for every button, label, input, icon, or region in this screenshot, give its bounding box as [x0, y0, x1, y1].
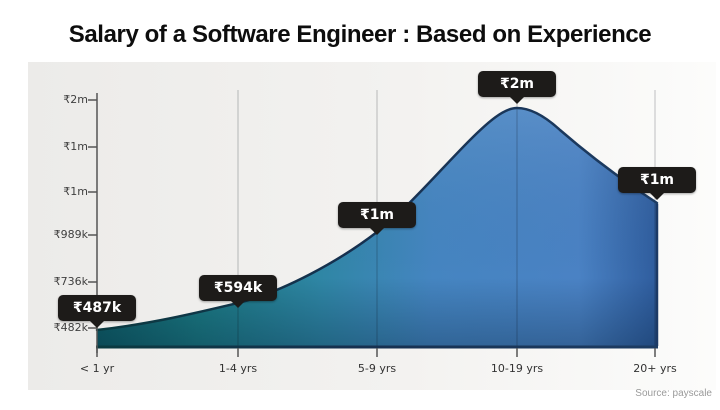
y-tick-label: ₹989k — [53, 228, 88, 241]
value-tooltip: ₹1m — [618, 167, 696, 200]
y-tick-label: ₹482k — [53, 321, 88, 334]
x-tick-label: 20+ yrs — [633, 362, 677, 375]
source-credit: Source: payscale — [635, 388, 712, 399]
y-tick-label: ₹1m — [63, 140, 88, 153]
y-tick-label: ₹2m — [63, 93, 88, 106]
chart-title: Salary of a Software Engineer : Based on… — [68, 21, 652, 48]
x-tick-label: 5-9 yrs — [357, 362, 397, 375]
x-tick-label: 10-19 yrs — [490, 362, 544, 375]
value-tooltip: ₹1m — [338, 202, 416, 235]
y-tick-label: ₹736k — [53, 275, 88, 288]
value-tooltip: ₹594k — [199, 275, 277, 308]
value-tooltip: ₹2m — [478, 71, 556, 104]
value-tooltip: ₹487k — [58, 295, 136, 328]
x-tick-label: 1-4 yrs — [218, 362, 258, 375]
x-tick-label: < 1 yr — [79, 362, 115, 375]
x-axis-ticks — [96, 348, 656, 357]
y-tick-label: ₹1m — [63, 185, 88, 198]
